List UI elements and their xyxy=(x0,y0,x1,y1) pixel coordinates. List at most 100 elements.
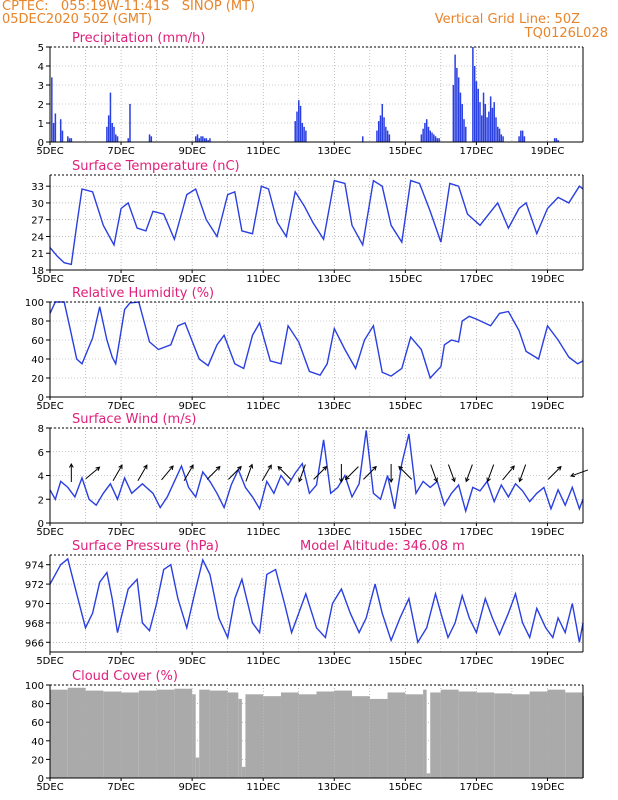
cloud-bar xyxy=(85,690,104,778)
y-tick-label: 20 xyxy=(31,755,44,766)
cloud-bar xyxy=(352,696,370,778)
y-tick-label: 80 xyxy=(31,317,44,328)
wind-arrow-head xyxy=(143,464,148,470)
cloud-bar xyxy=(334,690,353,778)
y-tick-label: 6 xyxy=(38,448,44,459)
precip-bar xyxy=(198,138,201,142)
y-tick-label: 5 xyxy=(38,43,44,54)
cloud-bar xyxy=(430,692,441,778)
wind-arrow xyxy=(465,464,473,483)
wind-arrow-head xyxy=(215,465,221,471)
wind-arrow xyxy=(261,464,272,482)
cloud-bar xyxy=(245,694,264,778)
x-tick-label: 9DEC xyxy=(178,146,205,157)
precip-bar xyxy=(303,126,305,142)
x-tick-label: 7DEC xyxy=(107,527,134,538)
y-tick-label: 0 xyxy=(38,519,44,530)
wind-arrow-head xyxy=(486,477,491,483)
x-tick-label: 7DEC xyxy=(107,146,134,157)
precip-bar xyxy=(379,115,382,142)
precip-bar xyxy=(502,136,504,142)
wind-arrow-shaft xyxy=(430,464,438,482)
precip-bar xyxy=(518,136,520,142)
wind-arrow-shaft xyxy=(245,464,253,482)
x-tick-label: 15DEC xyxy=(388,274,422,285)
precip-bar xyxy=(495,117,497,142)
precip-bar xyxy=(431,132,433,142)
precip-bar xyxy=(436,138,439,142)
wind-arrow-shaft xyxy=(502,465,515,481)
pres-series-line xyxy=(49,557,584,645)
precip-bar xyxy=(115,134,117,142)
wind-arrow xyxy=(277,465,292,480)
wind-arrow-head xyxy=(451,477,456,483)
cloud-bar xyxy=(50,689,68,778)
precip-bar xyxy=(129,104,131,142)
precip-title: Precipitation (mm/h) xyxy=(72,31,205,46)
x-tick-label: 9DEC xyxy=(178,401,205,412)
y-tick-label: 20 xyxy=(31,374,44,385)
x-tick-label: 5DEC xyxy=(36,274,63,285)
precip-bar xyxy=(196,134,199,142)
precip-bar xyxy=(361,136,364,142)
y-tick-label: 40 xyxy=(31,355,44,366)
precip-bar xyxy=(425,119,428,142)
x-tick-label: 11DEC xyxy=(246,656,280,667)
cloud-bar xyxy=(440,689,459,778)
precip-bar xyxy=(429,130,431,142)
precip-bar xyxy=(381,104,384,142)
precip-bar xyxy=(68,138,71,142)
precip-bar xyxy=(484,104,487,142)
y-tick-label: 1 xyxy=(38,119,44,130)
wind-arrow-shaft xyxy=(112,464,123,482)
y-tick-label: 30 xyxy=(31,199,44,210)
wind-arrow-head xyxy=(237,465,242,471)
wind-arrow-head xyxy=(518,477,523,483)
wind-arrow-shaft xyxy=(161,465,174,481)
precip-bar xyxy=(479,102,481,142)
cloud-bar xyxy=(174,688,193,778)
precip-bar xyxy=(454,54,456,142)
wind-arrow-head xyxy=(68,462,74,468)
x-tick-label: 15DEC xyxy=(388,782,422,793)
precip-bar xyxy=(482,92,485,142)
precip-bar xyxy=(557,140,559,142)
x-tick-label: 11DEC xyxy=(246,782,280,793)
y-tick-label: 2 xyxy=(38,100,44,111)
x-tick-label: 7DEC xyxy=(107,656,134,667)
wind-arrow-shaft xyxy=(398,466,413,480)
cloud-bar xyxy=(227,692,239,778)
x-tick-label: 11DEC xyxy=(246,527,280,538)
wind-arrow xyxy=(183,464,194,482)
precip-bar xyxy=(433,134,435,142)
wind-arrow-head xyxy=(322,465,328,471)
x-tick-label: 17DEC xyxy=(460,146,494,157)
cloud-bar xyxy=(195,757,200,778)
wind-arrow-shaft xyxy=(363,466,377,480)
wind-arrow-shaft xyxy=(519,464,527,482)
y-tick-label: 60 xyxy=(31,718,44,729)
wind-arrow xyxy=(298,464,306,483)
y-tick-label: 0 xyxy=(38,138,44,149)
precip-bar xyxy=(486,117,488,142)
x-tick-label: 13DEC xyxy=(317,656,351,667)
cloud-title: Cloud Cover (%) xyxy=(72,669,178,684)
header-station: CPTEC: 055:19W-11:41S SINOP (MT) xyxy=(2,0,256,14)
cloud-bar xyxy=(458,691,477,778)
pres-annotation: Model Altitude: 346.08 m xyxy=(300,539,465,554)
wind-arrow-shaft xyxy=(261,464,272,482)
precip-bar xyxy=(109,92,112,142)
wind-arrow-head xyxy=(388,478,394,484)
wind-arrow-head xyxy=(570,472,576,478)
precip-bar xyxy=(424,123,426,142)
cloud-bar xyxy=(192,694,196,778)
y-tick-label: 2 xyxy=(38,495,44,506)
x-tick-label: 15DEC xyxy=(388,401,422,412)
precip-bar xyxy=(427,126,430,142)
precip-bar xyxy=(473,66,476,142)
cloud-bar xyxy=(156,689,175,778)
wind-arrow-head xyxy=(372,465,377,471)
x-tick-label: 19DEC xyxy=(531,527,565,538)
wind-arrow-shaft xyxy=(228,466,242,480)
